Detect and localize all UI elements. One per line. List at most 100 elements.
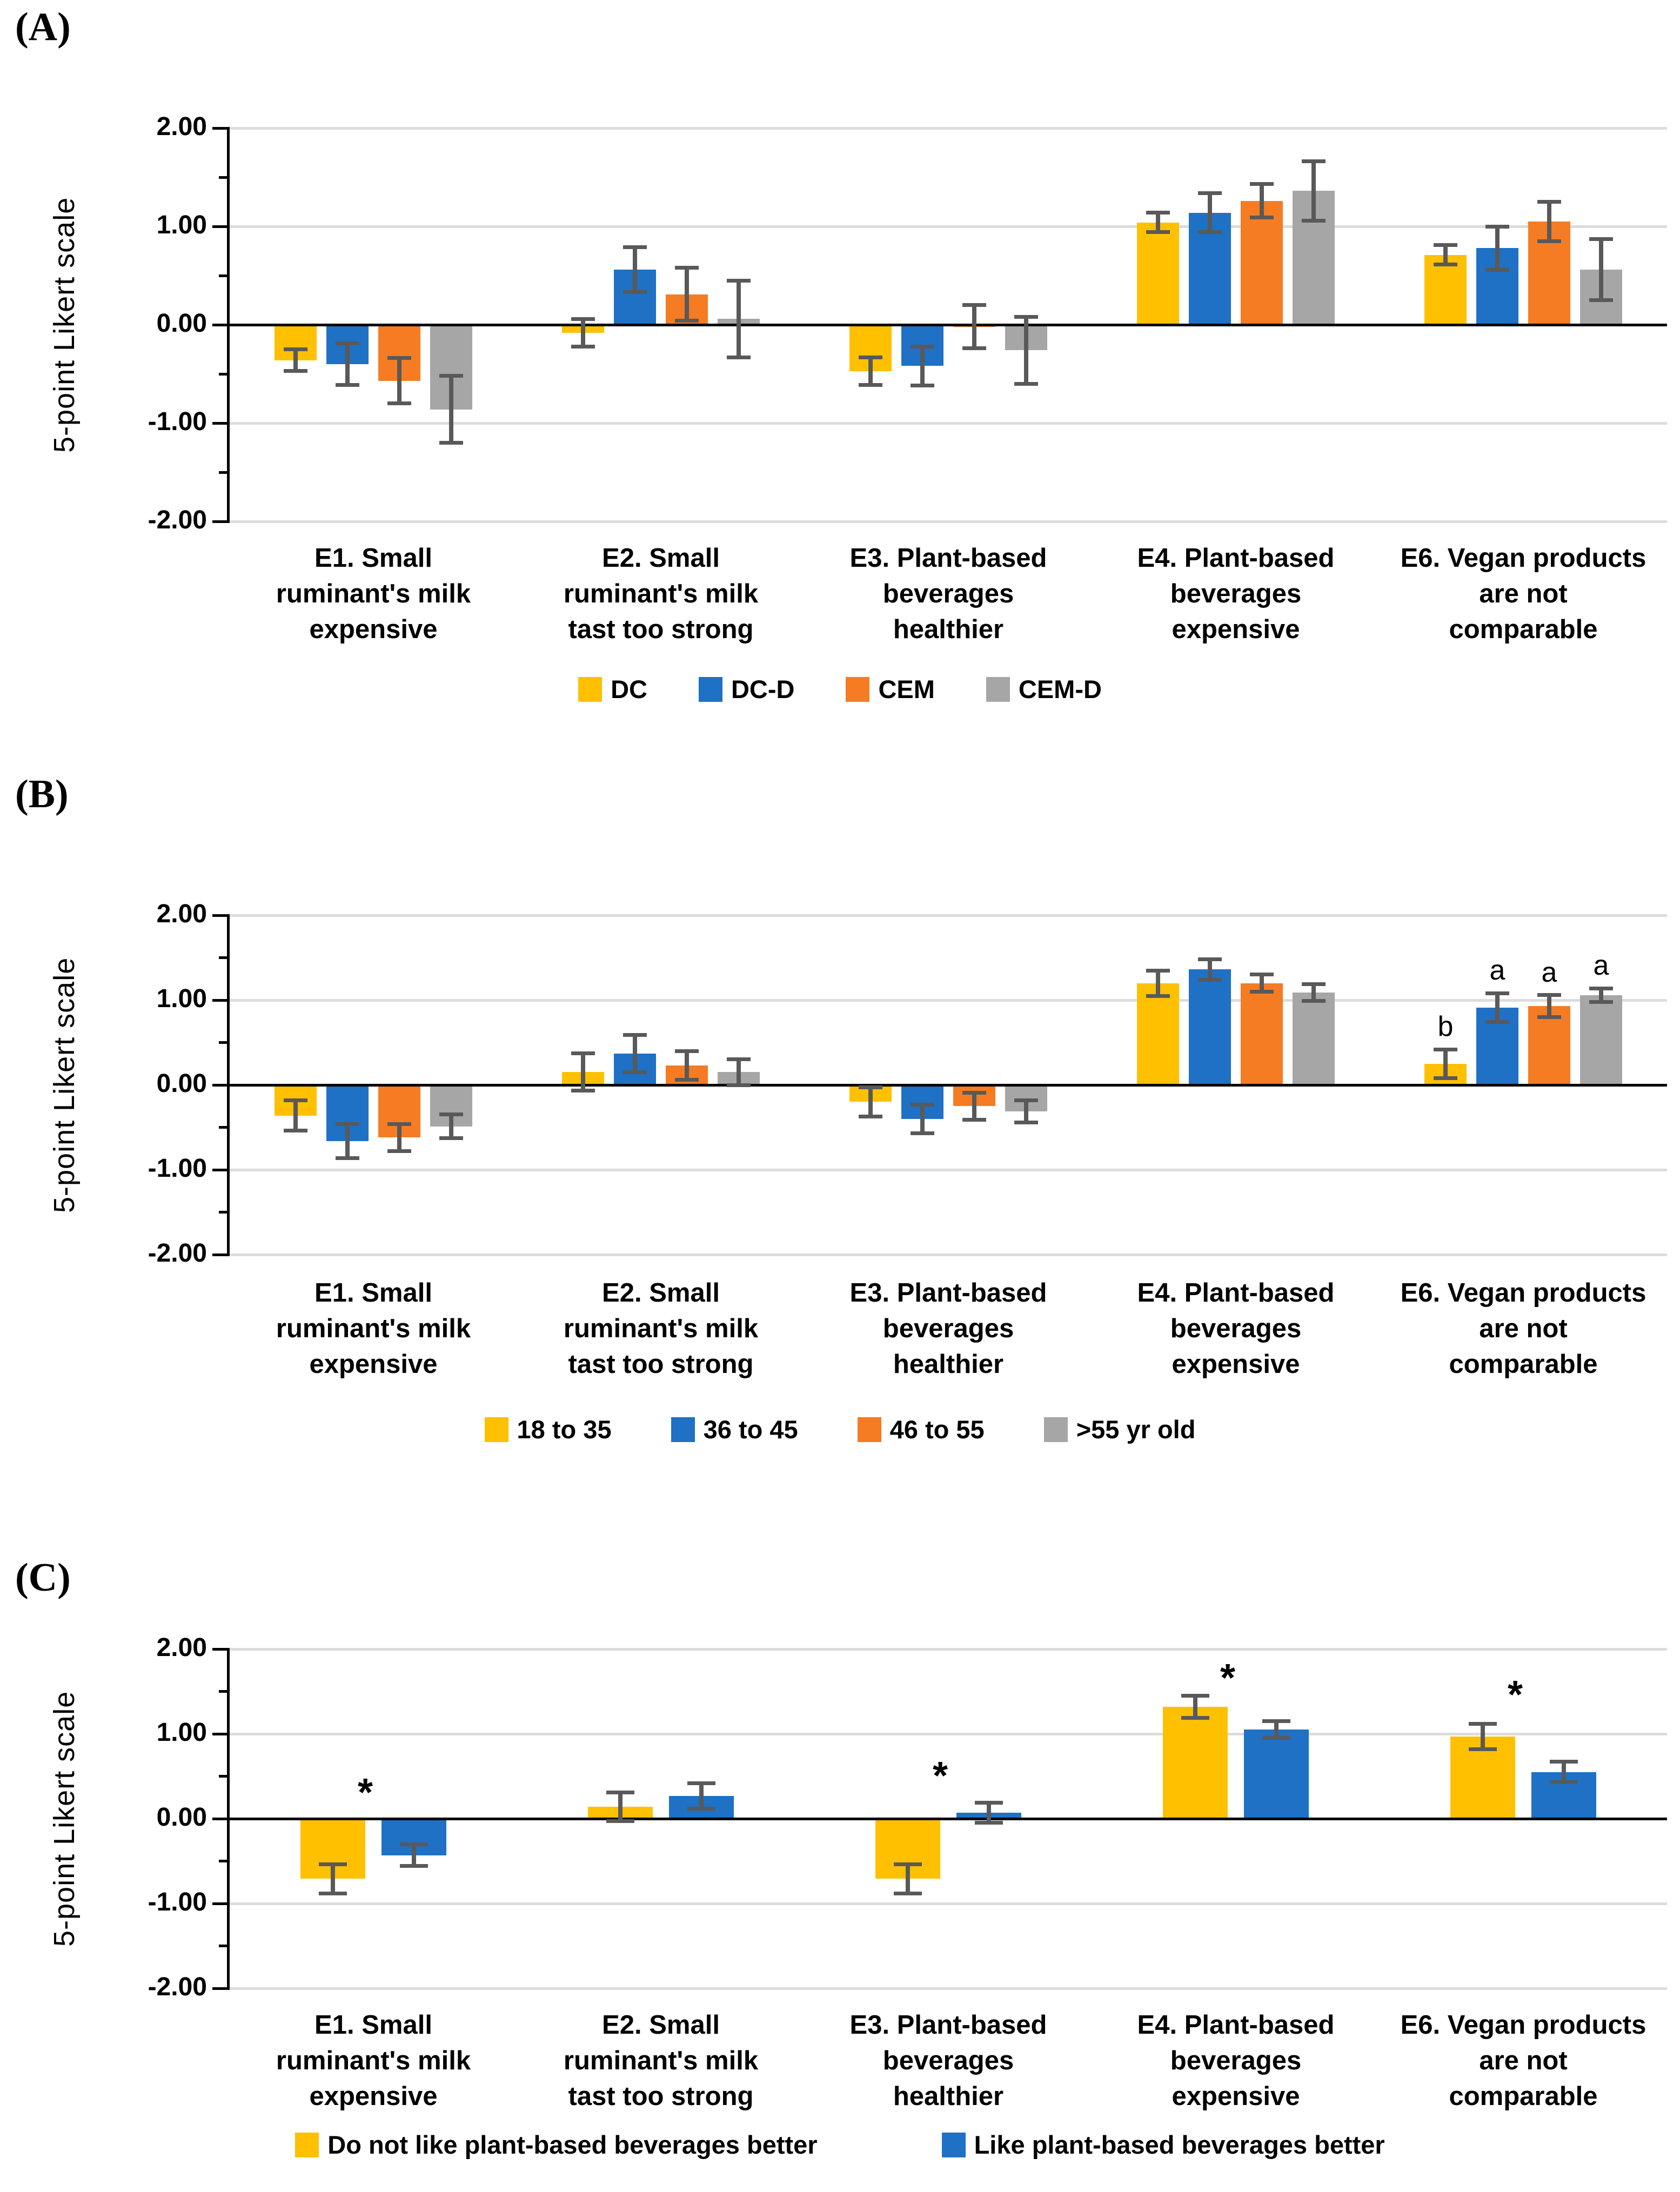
y-axis-tick-label: 1.00 — [156, 1718, 207, 1747]
error-bar-cap-top — [439, 374, 463, 378]
y-axis-major-tick — [212, 1902, 230, 1905]
error-bar-cap-bottom — [1485, 267, 1509, 272]
error-bar-cap-bottom — [336, 383, 359, 387]
y-axis-tick-label: -2.00 — [148, 506, 207, 534]
error-bar — [412, 1844, 416, 1866]
bar-A-4-CEM — [1241, 200, 1283, 325]
error-bar — [1547, 995, 1551, 1017]
error-bar-cap-bottom — [1014, 381, 1038, 386]
error-bar-cap-bottom — [859, 1114, 882, 1118]
error-bar — [920, 1104, 925, 1134]
panel-b: (B) 5-point Likert scale 2.00 1.00 0.00 -1.… — [0, 767, 1680, 1551]
y-axis-major-tick — [212, 520, 230, 523]
error-bar-cap-bottom — [336, 1156, 359, 1160]
gridline — [230, 225, 1667, 228]
gridline — [230, 126, 1667, 130]
gridline — [230, 998, 1667, 1002]
error-bar-cap-bottom — [1589, 298, 1613, 302]
error-bar — [972, 1092, 976, 1120]
error-bar-cap-bottom — [1198, 977, 1222, 982]
y-axis-tick-label: 1.00 — [156, 211, 207, 239]
panel-b-category-axis: E1. Small ruminant's milk expensive E2. S… — [230, 1275, 1667, 1382]
error-bar — [868, 357, 873, 385]
panel-a-label: (A) — [15, 5, 71, 49]
panel-c-label: (C) — [15, 1556, 71, 1600]
error-bar — [685, 1051, 689, 1080]
error-bar — [1481, 1724, 1485, 1749]
error-bar-cap-bottom — [911, 1131, 934, 1135]
category-label: E4. Plant-based beverages expensive — [1137, 2010, 1335, 2111]
category-label: E1. Small ruminant's milk expensive — [276, 2010, 471, 2111]
y-axis-tick-label: 2.00 — [156, 112, 207, 141]
legend-label: DC-D — [731, 675, 795, 703]
error-bar-cap-bottom — [859, 383, 882, 387]
error-bar — [581, 1053, 585, 1091]
y-axis-tick-label: 0.00 — [156, 1803, 207, 1832]
significance-star: * — [357, 1771, 373, 1814]
panel-b-legend: 18 to 35 36 to 45 46 to 55 >55 yr old — [0, 1415, 1680, 1444]
category-label: E2. Small ruminant's milk tast too stron… — [563, 1278, 759, 1379]
error-bar-cap-bottom — [1250, 216, 1274, 220]
error-bar — [449, 376, 453, 443]
error-bar-cap-top — [1537, 993, 1561, 997]
error-bar-cap-bottom — [387, 1149, 411, 1153]
error-bar — [397, 358, 401, 404]
y-axis-minor-tick — [219, 1126, 230, 1129]
error-bar — [1156, 970, 1160, 996]
error-bar-cap-top — [1589, 986, 1613, 990]
error-bar-cap-bottom — [1262, 1736, 1290, 1740]
error-bar — [987, 1802, 991, 1823]
error-bar-cap-bottom — [727, 355, 751, 359]
error-bar — [1547, 202, 1551, 242]
error-bar-cap-bottom — [319, 1891, 347, 1895]
error-bar — [1311, 984, 1316, 1001]
bar-B-4-46 to 55 — [1241, 983, 1283, 1085]
error-bar-cap-top — [962, 1090, 986, 1095]
error-bar-cap-top — [962, 303, 986, 307]
legend-color-chip — [1043, 1417, 1068, 1442]
error-bar-cap-top — [606, 1790, 634, 1794]
significance-letter: a — [1489, 955, 1505, 987]
error-bar — [1495, 226, 1500, 270]
panel-b-y-axis-title: 5-point Likert scale — [48, 957, 81, 1213]
gridline — [230, 1253, 1667, 1256]
legend-item: DC — [578, 674, 647, 704]
error-bar — [1562, 1761, 1566, 1782]
error-bar-cap-bottom — [687, 1806, 715, 1811]
significance-letter: a — [1541, 956, 1557, 988]
error-bar — [397, 1124, 401, 1151]
y-axis-major-tick — [212, 1987, 230, 1990]
category-label: E3. Plant-based beverages healthier — [849, 544, 1047, 644]
category-label: E6. Vegan products are not comparable — [1400, 1278, 1646, 1379]
significance-letter: a — [1593, 950, 1609, 982]
y-axis-tick-label: 0.00 — [156, 1069, 207, 1098]
error-bar-cap-bottom — [1302, 999, 1326, 1003]
error-bar-cap-top — [727, 278, 751, 283]
legend-item: Like plant-based beverages better — [941, 2130, 1385, 2160]
error-bar-cap-bottom — [623, 1070, 647, 1074]
y-axis-minor-tick — [219, 956, 230, 959]
legend-label: Like plant-based beverages better — [974, 2130, 1385, 2159]
error-bar-cap-top — [894, 1862, 922, 1867]
legend-color-chip — [698, 676, 722, 702]
category-label: E1. Small ruminant's milk expensive — [276, 544, 471, 644]
error-bar-cap-top — [1250, 182, 1274, 186]
error-bar-cap-top — [1485, 991, 1509, 995]
significance-letter: b — [1437, 1011, 1454, 1043]
y-axis-minor-tick — [219, 372, 230, 376]
legend-color-chip — [846, 676, 870, 702]
error-bar-cap-top — [1146, 211, 1170, 215]
legend-label: DC — [611, 675, 647, 703]
legend-label: CEM — [878, 675, 935, 703]
significance-star: * — [1507, 1673, 1523, 1717]
y-axis-tick-label: -2.00 — [148, 1239, 207, 1268]
error-bar-cap-bottom — [1434, 263, 1457, 267]
error-bar — [293, 1100, 298, 1131]
error-bar — [1443, 245, 1448, 265]
error-bar-cap-bottom — [1250, 989, 1274, 994]
legend-item: 46 to 55 — [857, 1415, 985, 1444]
y-axis-tick-label: -2.00 — [148, 1973, 207, 2001]
y-axis-line — [227, 1649, 230, 1988]
y-axis-major-tick — [212, 126, 230, 130]
error-bar-cap-top — [1469, 1721, 1497, 1726]
